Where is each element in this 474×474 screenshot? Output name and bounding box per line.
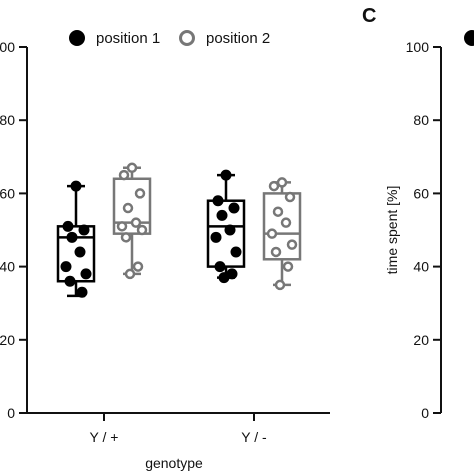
data-point-s2-y-plus [118,169,130,181]
left-y-axis: 0 20 40 60 80 100 [0,39,28,421]
data-point-s1-y-plus [74,246,86,258]
left-boxplots [56,162,302,298]
left-y-tick-label: 20 [0,332,15,348]
left-y-tick-label: 80 [0,112,15,128]
box-s2-y-minus [262,192,302,261]
left-x-axis [27,412,330,421]
data-point-s2-y-minus [266,228,278,239]
legend-label-position-1: position 1 [96,30,160,47]
data-point-s1-y-plus [66,231,78,243]
data-point-s1-y-minus [228,202,240,214]
data-point-s2-y-minus [284,191,296,203]
x-tick-label-y-minus: Y / - [241,429,267,445]
data-point-s1-y-minus [224,224,236,236]
data-point-s2-y-plus [132,261,144,272]
legend-marker-position-2 [179,30,195,46]
data-point-s1-y-minus [214,261,226,273]
right-y-tick-label: 0 [421,405,429,421]
data-point-s1-y-minus [212,195,224,207]
panel-label-c: C [362,5,376,27]
data-point-s1-y-plus [80,268,92,280]
data-point-s1-y-minus [230,246,242,258]
data-point-s2-y-plus [136,224,148,236]
data-point-s2-y-plus [126,162,138,174]
left-y-tick-label: 40 [0,259,15,275]
data-point-s2-y-minus [280,217,292,228]
right-y-tick-label: 20 [413,332,429,348]
data-point-s2-y-minus [276,177,288,188]
left-panel: 0 20 40 60 80 100 Y / + Y / - genotype [0,39,330,471]
data-point-s1-y-plus [62,220,74,232]
data-point-s1-y-plus [76,286,88,298]
data-point-s2-y-plus [120,232,132,243]
right-panel: C 0 20 40 60 80 100 time spent [%] [362,5,474,421]
data-point-s2-y-plus [116,221,128,232]
data-point-s2-y-minus [286,239,298,250]
left-y-tick-label: 100 [0,39,15,55]
x-axis-title: genotype [145,455,203,471]
legend-marker-position-1 [69,30,85,46]
left-y-tick-label: 60 [0,185,15,201]
data-point-s1-y-minus [210,231,222,243]
data-point-s2-y-minus [282,261,294,272]
data-point-s2-y-plus [130,217,142,228]
data-point-s2-y-minus [272,206,284,217]
x-tick-label-y-plus: Y / + [90,429,119,445]
left-y-tick-label: 0 [7,405,15,421]
data-point-s1-y-plus [78,224,90,236]
data-point-s2-y-plus [124,268,136,280]
right-y-tick-label: 60 [413,185,429,201]
data-point-s2-y-minus [268,180,280,192]
data-point-s1-y-plus [64,275,76,287]
right-y-axis-title: time spent [%] [384,186,400,275]
data-point-s2-y-plus [122,202,134,214]
data-point-s1-y-plus [70,180,82,192]
legend: position 1 position 2 [69,30,270,47]
right-legend-marker [464,30,474,46]
data-point-s2-y-minus [270,246,282,258]
right-y-axis: 0 20 40 60 80 100 [406,39,442,421]
data-point-s2-y-plus [134,188,146,199]
legend-label-position-2: position 2 [206,30,270,47]
data-point-s1-y-plus [60,261,72,273]
data-point-s1-y-minus [220,169,232,181]
data-point-s1-y-minus [218,272,230,284]
right-y-tick-label: 100 [406,39,430,55]
data-point-s1-y-minus [216,209,228,221]
right-y-tick-label: 40 [413,259,429,275]
data-point-s2-y-minus [274,279,286,291]
right-y-tick-label: 80 [413,112,429,128]
